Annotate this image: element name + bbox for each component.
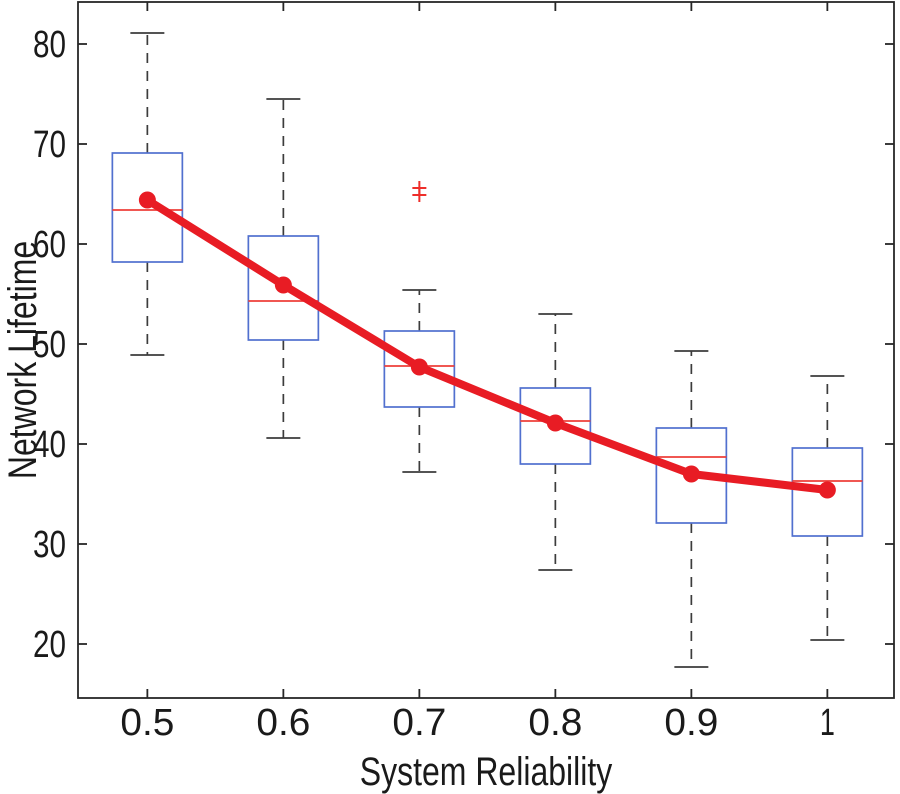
box-group-0.7 <box>383 181 456 473</box>
iqr-box <box>383 330 456 408</box>
iqr-box <box>247 235 320 341</box>
box-group-0.9 <box>655 350 728 668</box>
box-group-1 <box>791 375 864 641</box>
mean-point <box>682 465 700 483</box>
y-axis-title: Network Lifetime <box>1 240 45 480</box>
mean-point <box>546 414 564 432</box>
y-tick-label: 30 <box>33 524 66 566</box>
y-tick-label: 80 <box>33 24 66 66</box>
x-tick-label: 0.8 <box>528 702 582 744</box>
y-tick-label: 60 <box>33 224 66 266</box>
x-tick-label: 1 <box>820 702 835 744</box>
y-tick-label: 20 <box>33 624 66 666</box>
iqr-box <box>111 152 184 263</box>
x-tick-label: 0.7 <box>392 702 446 744</box>
x-axis-title: System Reliability <box>359 750 613 794</box>
x-tick-label: 0.6 <box>256 702 310 744</box>
plot-border <box>77 1 895 699</box>
iqr-box <box>791 447 864 537</box>
mean-point <box>410 358 428 376</box>
y-tick-label: 70 <box>33 124 66 166</box>
mean-point <box>818 481 836 499</box>
mean-point <box>274 276 292 294</box>
y-tick-label: 50 <box>33 324 66 366</box>
mean-point <box>138 191 156 209</box>
iqr-box <box>519 387 592 465</box>
x-tick-label: 0.9 <box>664 702 718 744</box>
x-tick-label: 0.5 <box>120 702 174 744</box>
mean-line <box>143 196 832 494</box>
y-tick-label: 40 <box>33 424 66 466</box>
box-group-0.8 <box>519 313 592 571</box>
box-group-0.5 <box>111 32 184 356</box>
